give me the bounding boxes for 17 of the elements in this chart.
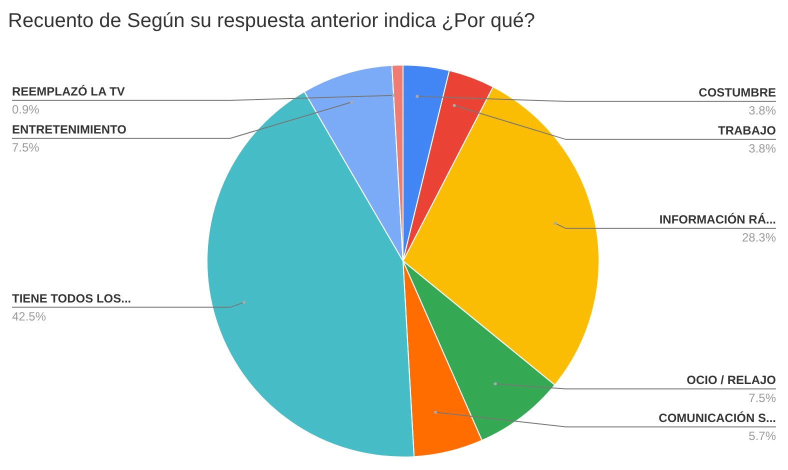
slice-label: ENTRETENIMIENTO bbox=[12, 122, 126, 136]
data-label: 28.3% bbox=[742, 230, 776, 244]
slice-label: TRABAJO bbox=[718, 123, 776, 138]
slice-label: INFORMACIÓN RÁ... bbox=[659, 212, 776, 226]
slice-label: OCIO / RELAJO bbox=[686, 372, 776, 387]
data-label: 5.7% bbox=[748, 428, 776, 443]
data-label: 7.5% bbox=[12, 140, 40, 154]
data-label: 42.5% bbox=[12, 309, 46, 324]
data-label: 7.5% bbox=[748, 390, 776, 405]
slice-label: REEMPLAZÓ LA TV bbox=[12, 84, 125, 98]
chart-title: Recuento de Según su respuesta anterior indica ¿Por qué? bbox=[8, 9, 536, 34]
data-label: 3.8% bbox=[748, 103, 776, 118]
slice-label: COSTUMBRE bbox=[698, 85, 776, 100]
slice-label: TIENE TODOS LOS... bbox=[12, 291, 132, 306]
data-label: 0.9% bbox=[12, 102, 40, 116]
data-label: 3.8% bbox=[748, 141, 776, 156]
slice-label: COMUNICACIÓN S... bbox=[658, 410, 776, 425]
